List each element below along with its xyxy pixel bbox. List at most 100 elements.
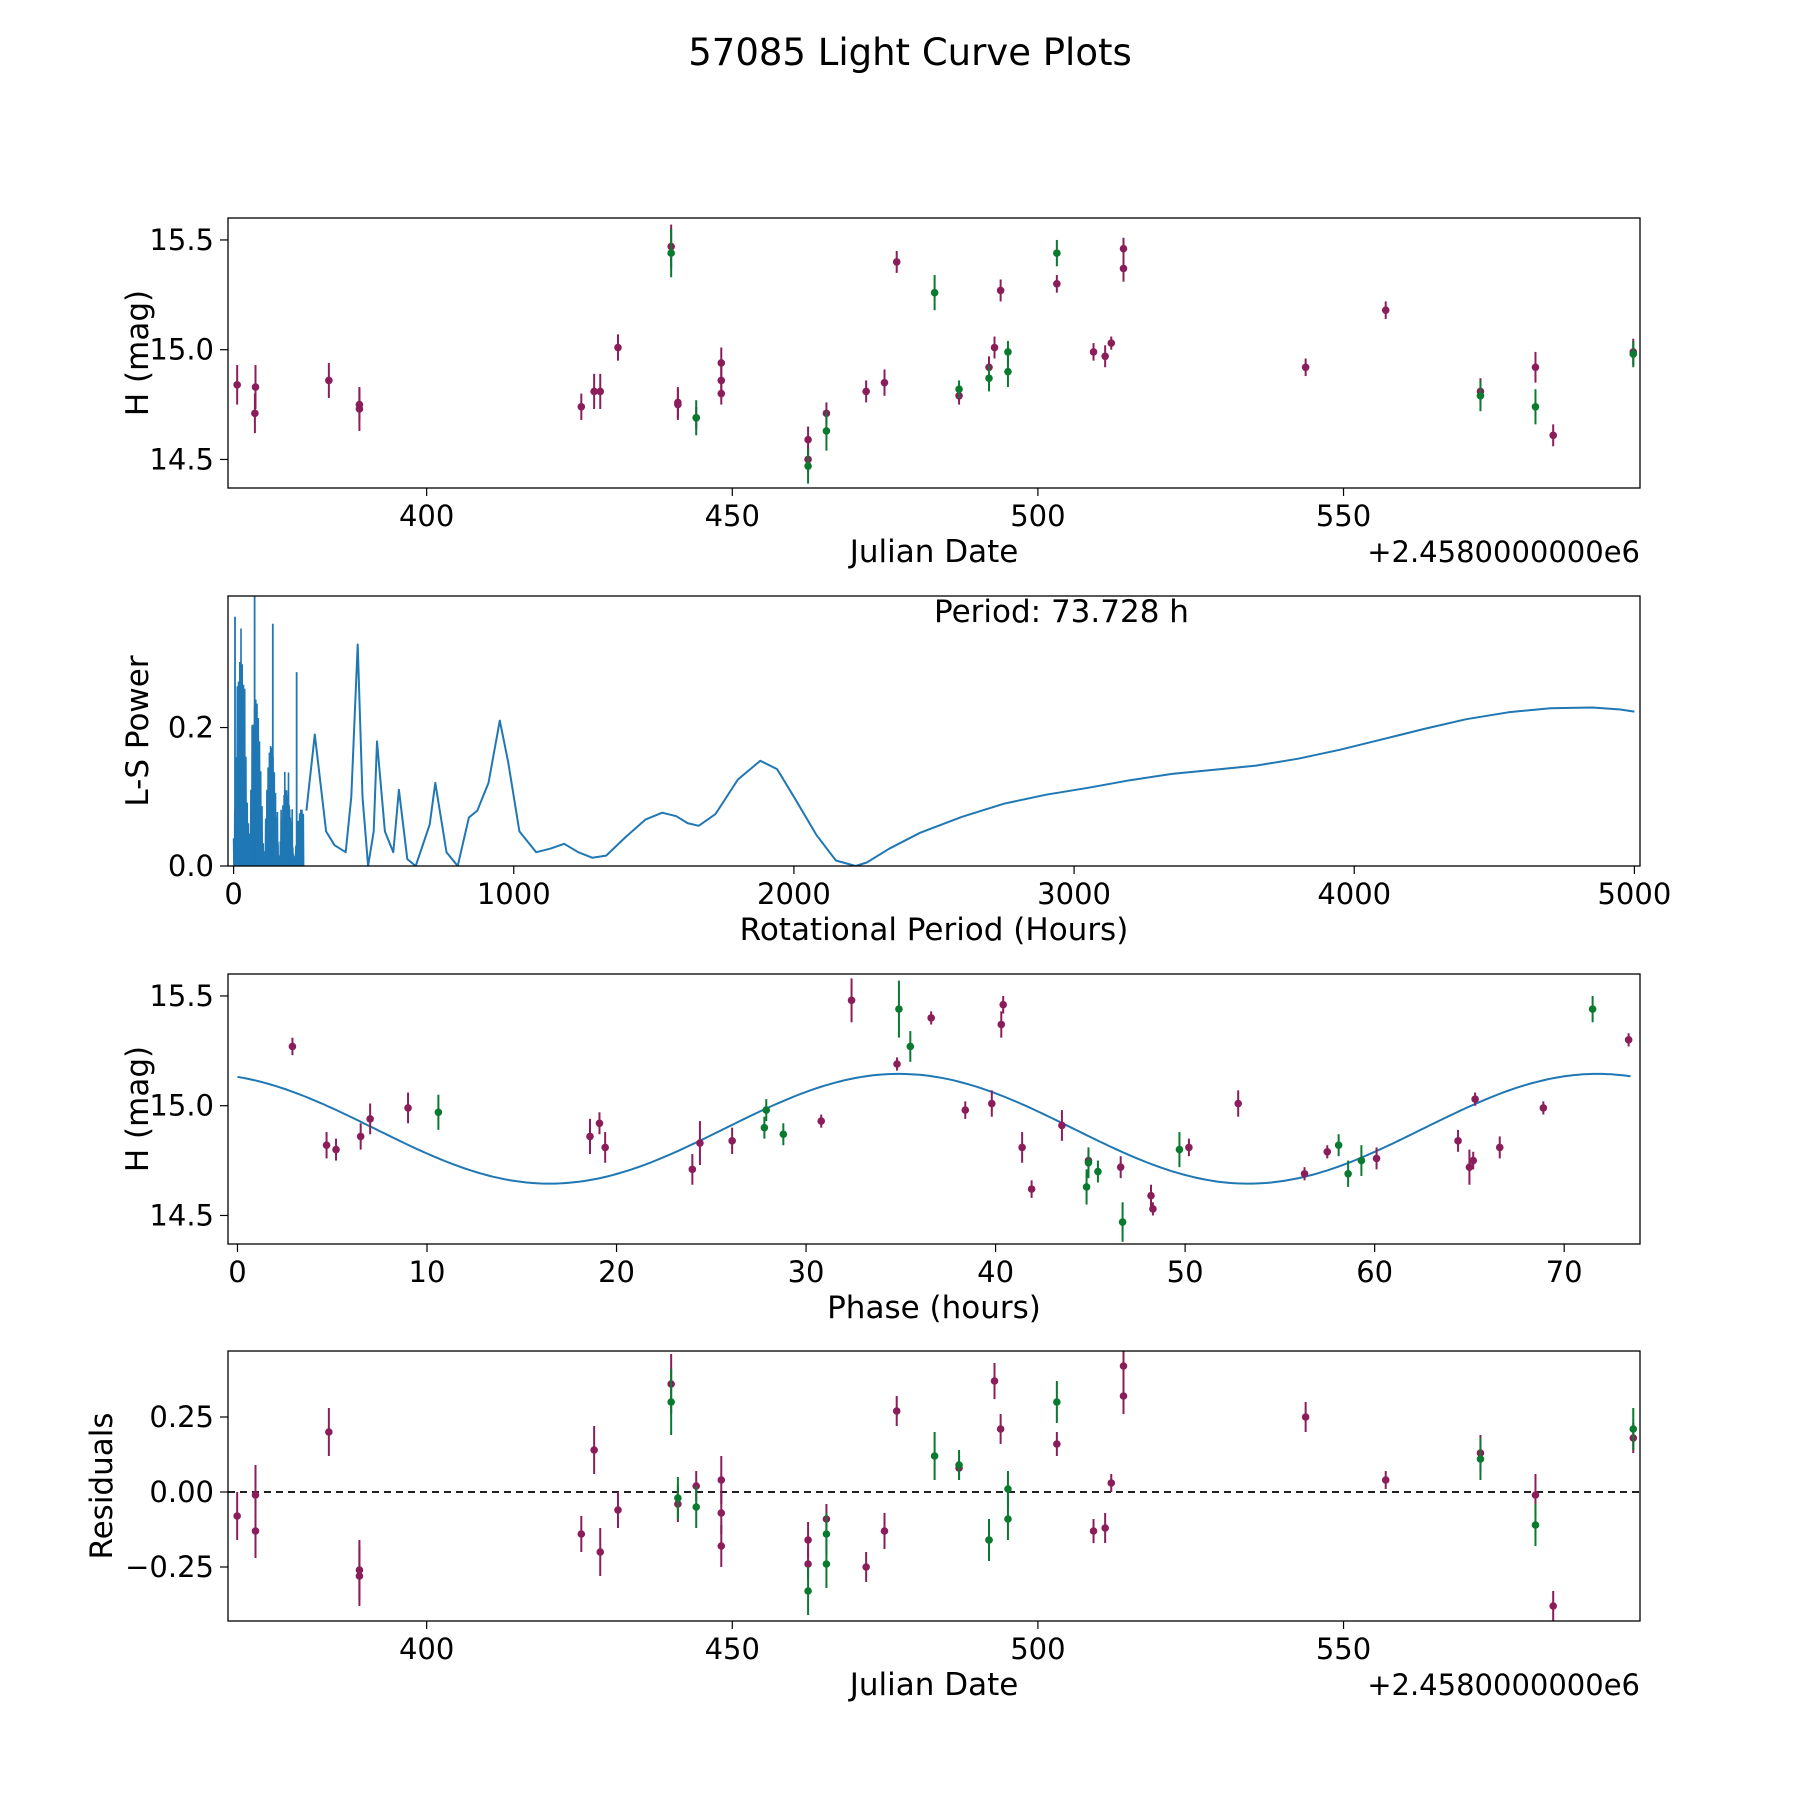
data-point-magenta (355, 405, 364, 413)
data-point-magenta (404, 1104, 412, 1112)
data-point-magenta (1119, 1362, 1128, 1370)
data-point-magenta (1053, 1440, 1061, 1448)
data-point-magenta (1119, 264, 1128, 273)
data-point-green (1531, 402, 1540, 411)
data-point-magenta (1300, 1169, 1309, 1178)
data-point-magenta (997, 1020, 1006, 1029)
data-point-magenta (1058, 1121, 1066, 1130)
data-point-magenta (1089, 1527, 1098, 1535)
panel-residuals: 400 450 500 550 −0.25 0.00 0.25 Julian Date Resi… (84, 1350, 1641, 1703)
data-point-green (1588, 1005, 1597, 1013)
data-point-green (1004, 367, 1012, 376)
data-point-magenta (1531, 1491, 1540, 1499)
data-point-magenta (586, 1132, 594, 1141)
x-axis-label: Julian Date (848, 1667, 1019, 1703)
data-point-magenta (1301, 363, 1310, 372)
data-point-magenta (804, 1536, 812, 1544)
y-tick-label: 0.2 (168, 711, 214, 745)
data-point-magenta (892, 258, 901, 266)
y-axis-label: Residuals (84, 1412, 120, 1559)
panel-phased: 0 10 20 30 40 50 60 70 14.5 15.0 15.5 Phase (hours)… (120, 973, 1641, 1326)
data-point-magenta (1465, 1163, 1474, 1171)
x-tick-label: 10 (409, 1255, 446, 1289)
data-point-green (822, 1530, 831, 1538)
data-point-green (985, 374, 993, 383)
data-point-magenta (988, 1099, 996, 1108)
data-point-green (1629, 1425, 1638, 1433)
axes-frame (227, 1350, 1641, 1622)
data-point-green (1004, 348, 1012, 356)
y-tick-label: 15.5 (149, 979, 214, 1013)
y-axis-label: H (mag) (120, 1046, 156, 1172)
data-point-magenta (325, 376, 333, 385)
data-point-magenta (233, 1512, 241, 1520)
data-point-magenta (1185, 1143, 1193, 1152)
data-point-magenta (696, 1139, 704, 1147)
data-point-magenta (251, 409, 259, 418)
x-tick-label: 400 (399, 499, 454, 533)
x-axis-label: Julian Date (848, 534, 1019, 570)
y-tick-label: 15.5 (149, 223, 214, 257)
data-point-green (906, 1042, 915, 1051)
data-point-magenta (614, 1506, 622, 1514)
data-point-magenta (1471, 1095, 1479, 1103)
x-tick-label: 0 (228, 1255, 246, 1289)
data-point-green (1004, 1485, 1012, 1493)
x-tick-label: 500 (1010, 499, 1065, 533)
data-point-magenta (1539, 1104, 1548, 1112)
data-point-magenta (1116, 1163, 1125, 1171)
data-point-magenta (1018, 1143, 1026, 1152)
data-point-magenta (862, 387, 870, 396)
x-tick-label: 40 (977, 1255, 1014, 1289)
data-point-magenta (1053, 280, 1061, 288)
data-point-green (692, 413, 701, 422)
x-tick-label: 50 (1167, 1255, 1204, 1289)
y-tick-label: 0.0 (168, 849, 214, 883)
x-offset-label: +2.4580000000e6 (1367, 535, 1640, 569)
data-point-magenta (717, 389, 726, 398)
data-point-magenta (999, 1000, 1007, 1009)
data-point-green (1344, 1169, 1352, 1178)
data-point-magenta (927, 1014, 935, 1022)
axes-frame (227, 595, 1641, 867)
data-point-magenta (251, 1491, 260, 1499)
data-point-green (1053, 1398, 1061, 1406)
data-point-magenta (717, 359, 726, 367)
data-point-magenta (1495, 1143, 1504, 1152)
x-tick-label: 550 (1316, 499, 1371, 533)
data-point-magenta (596, 1548, 605, 1556)
x-tick-label: 450 (705, 499, 760, 533)
data-point-magenta (996, 1425, 1005, 1433)
y-axis-label: H (mag) (120, 290, 156, 416)
data-point-green (667, 1398, 675, 1406)
data-point-magenta (880, 378, 889, 387)
data-point-magenta (717, 376, 726, 385)
data-point-magenta (1531, 363, 1540, 372)
data-point-green (955, 385, 963, 394)
data-point-green (1334, 1141, 1343, 1150)
data-point-magenta (1454, 1137, 1462, 1145)
data-point-magenta (728, 1137, 736, 1145)
data-point-magenta (1381, 306, 1390, 314)
x-tick-label: 5000 (1597, 877, 1671, 911)
x-tick-label: 60 (1356, 1255, 1393, 1289)
data-point-magenta (1089, 348, 1098, 356)
data-point-green (1084, 1158, 1093, 1167)
data-point-magenta (1147, 1191, 1155, 1200)
data-point-green (1004, 1515, 1012, 1523)
data-point-green (930, 1452, 939, 1460)
data-point-green (692, 1503, 701, 1511)
data-point-magenta (1624, 1036, 1633, 1044)
x-tick-label: 30 (788, 1255, 825, 1289)
x-axis-label: Phase (hours) (827, 1290, 1041, 1326)
x-tick-label: 4000 (1317, 877, 1391, 911)
data-point-magenta (251, 383, 260, 391)
y-tick-label: 14.5 (149, 442, 214, 476)
data-point-magenta (1107, 339, 1116, 347)
data-point-magenta (961, 1106, 970, 1114)
period-annotation: Period: 73.728 h (934, 594, 1189, 630)
data-point-magenta (332, 1145, 340, 1154)
data-point-green (1357, 1156, 1366, 1165)
data-point-green (955, 1461, 963, 1469)
